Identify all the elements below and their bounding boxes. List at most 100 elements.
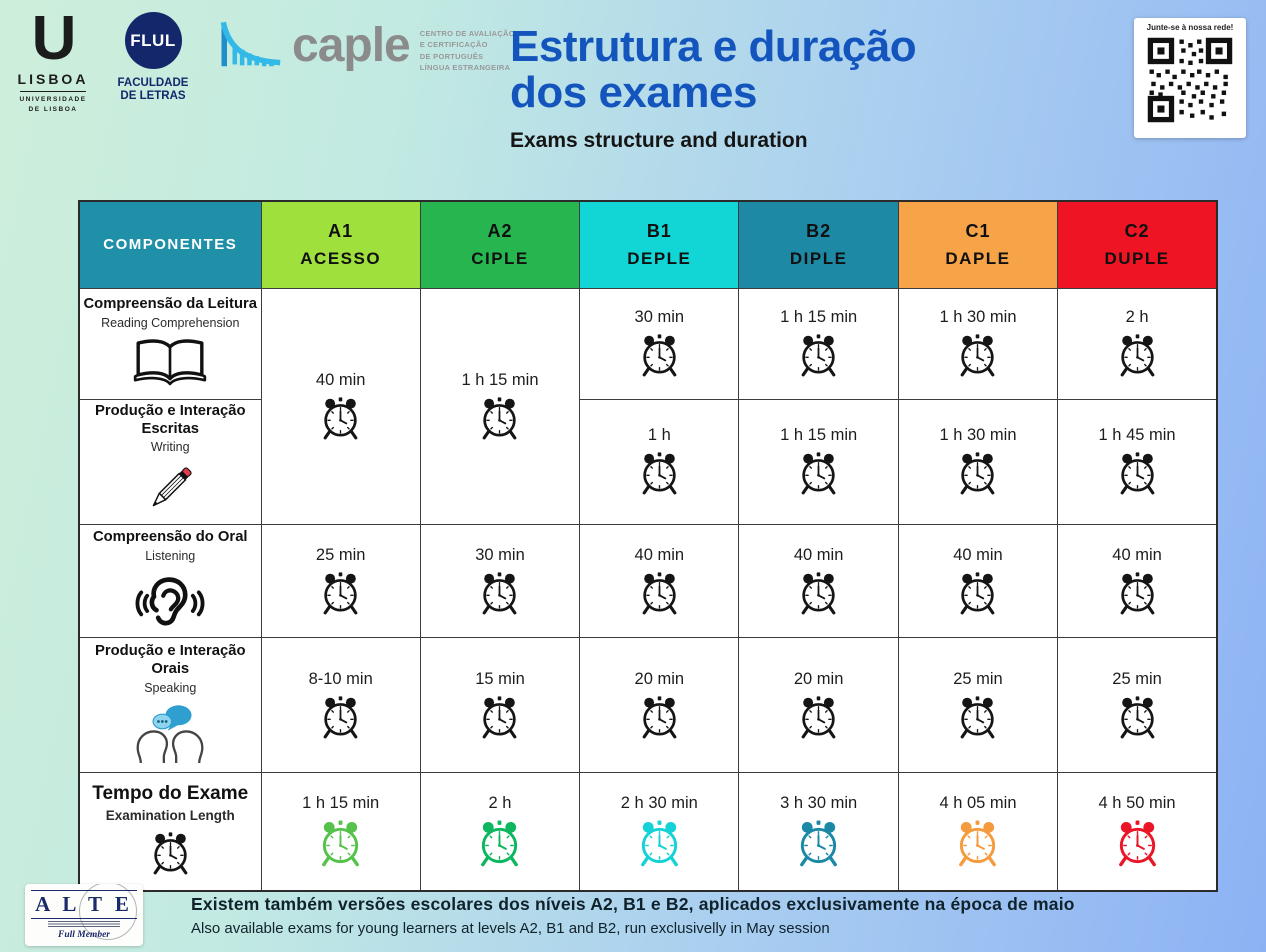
duration-value: 15 min bbox=[475, 669, 525, 688]
alarm-clock-icon bbox=[637, 694, 682, 741]
ulisboa-divider bbox=[20, 90, 86, 92]
alte-logo: A L T E Full Member bbox=[25, 884, 143, 946]
alarm-clock-icon bbox=[1115, 694, 1160, 741]
alarm-clock-icon bbox=[796, 570, 841, 617]
duration-value: 40 min bbox=[793, 545, 844, 564]
caple-description: CENTRO DE AVALIAÇÃO E CERTIFICAÇÃO DE PO… bbox=[420, 28, 515, 73]
listening-label-cell: Compreensão do Oral Listening bbox=[78, 524, 262, 639]
alarm-clock-icon bbox=[637, 450, 682, 497]
duration-value: 40 min bbox=[634, 545, 685, 564]
alarm-clock-icon bbox=[796, 332, 841, 379]
bridge-icon bbox=[216, 18, 282, 76]
speaking-label-cell: Produção e Interação Orais Speaking bbox=[78, 637, 262, 774]
duration-value: 40 min bbox=[1112, 545, 1162, 564]
level-header-a1: A1 ACESSO bbox=[260, 200, 421, 289]
alarm-clock-icon bbox=[1115, 332, 1160, 379]
footer: A L T E Full Member Existem também versõ… bbox=[25, 884, 1075, 946]
level-name: DEPLE bbox=[627, 248, 692, 268]
total-row: Tempo do Exame Examination Length 1 h 15… bbox=[78, 772, 1218, 892]
alarm-clock-icon-colored bbox=[953, 818, 1002, 869]
cell-total-c2: 4 h 50 min bbox=[1057, 772, 1218, 892]
alarm-clock-icon bbox=[796, 694, 841, 741]
cell-total-b1: 2 h 30 min bbox=[579, 772, 740, 892]
footer-note-pt: Existem também versões escolares dos nív… bbox=[191, 893, 1075, 914]
level-code: B2 bbox=[806, 220, 832, 241]
duration-value: 2 h 30 min bbox=[620, 794, 698, 813]
cell-total-a2: 2 h bbox=[419, 772, 581, 892]
alarm-clock-icon bbox=[477, 694, 522, 741]
cell-speaking-c2: 25 min bbox=[1057, 637, 1218, 774]
cell-reading-b2: 1 h 15 min bbox=[738, 287, 899, 400]
alarm-clock-icon bbox=[637, 332, 682, 379]
duration-value: 1 h 30 min bbox=[939, 426, 1017, 445]
caple-desc2: E CERTIFICAÇÃO bbox=[419, 40, 488, 50]
exam-structure-table: COMPONENTES A1 ACESSO A2 CIPLE B1 DEPLE … bbox=[78, 200, 1218, 892]
logo-strip: U LISBOA UNIVERSIDADE DE LISBOA FLUL FAC… bbox=[14, 8, 515, 114]
duration-value: 25 min bbox=[315, 545, 366, 564]
page-title: Estrutura e duração dos exames bbox=[510, 24, 917, 116]
speaking-label-pt: Produção e Interação Orais bbox=[95, 642, 246, 678]
cell-reading-c2: 2 h bbox=[1057, 287, 1218, 400]
cell-reading-writing-a1: 40 min bbox=[260, 287, 421, 526]
alte-letters: A L T E bbox=[31, 890, 137, 919]
level-header-b2: B2 DIPLE bbox=[738, 200, 899, 289]
level-header-b1: B1 DEPLE bbox=[579, 200, 740, 289]
alarm-clock-icon bbox=[1115, 450, 1160, 497]
alarm-clock-icon bbox=[148, 830, 193, 877]
reading-label-en: Reading Comprehension bbox=[101, 315, 240, 330]
level-code: A1 bbox=[328, 220, 354, 241]
level-code: A2 bbox=[487, 220, 513, 241]
caple-wordmark: caple bbox=[292, 19, 411, 72]
cell-listening-c1: 40 min bbox=[897, 524, 1059, 639]
alarm-clock-icon-colored bbox=[1113, 818, 1162, 869]
total-label-pt: Tempo do Exame bbox=[92, 782, 249, 804]
level-header-a2: A2 CIPLE bbox=[419, 200, 581, 289]
cell-writing-b1: 1 h bbox=[579, 398, 740, 526]
duration-value: 1 h 15 min bbox=[780, 308, 858, 326]
footer-note-en: Also available exams for young learners … bbox=[191, 919, 830, 937]
flul-faculty-label: FACULDADE DE LETRAS bbox=[108, 77, 198, 103]
ear-icon bbox=[126, 570, 214, 630]
book-icon bbox=[132, 337, 208, 387]
qr-card: Junte-se à nossa rede! bbox=[1134, 18, 1246, 138]
alarm-clock-icon-colored bbox=[635, 818, 684, 869]
writing-label-cell: Produção e Interação Escritas Writing bbox=[78, 398, 262, 526]
duration-value: 3 h 30 min bbox=[780, 794, 858, 813]
level-name: DUPLE bbox=[1104, 248, 1170, 268]
alarm-clock-icon bbox=[1115, 570, 1160, 617]
reading-label-pt: Compreensão da Leitura bbox=[83, 296, 258, 313]
alarm-clock-icon bbox=[955, 694, 1000, 741]
cell-speaking-c1: 25 min bbox=[897, 637, 1059, 774]
alarm-clock-icon bbox=[955, 450, 1000, 497]
flul-fac2: DE LETRAS bbox=[120, 90, 186, 103]
listening-row: Compreensão do Oral Listening 25 min 30 … bbox=[78, 524, 1218, 639]
cell-total-a1: 1 h 15 min bbox=[260, 772, 421, 892]
cell-listening-b1: 40 min bbox=[579, 524, 740, 639]
level-header-c1: C1 DAPLE bbox=[897, 200, 1059, 289]
alarm-clock-icon bbox=[318, 694, 363, 741]
duration-value: 20 min bbox=[634, 669, 685, 688]
writing-row: Produção e Interação Escritas Writing 1 … bbox=[78, 398, 1218, 526]
flul-fac1: FACULDADE bbox=[117, 77, 189, 89]
alarm-clock-icon bbox=[477, 570, 522, 617]
duration-value: 1 h 15 min bbox=[461, 370, 539, 389]
writing-label-pt: Produção e Interação Escritas bbox=[95, 402, 246, 437]
duration-value: 25 min bbox=[953, 669, 1003, 688]
duration-value: 40 min bbox=[315, 370, 366, 389]
cell-writing-b2: 1 h 15 min bbox=[738, 398, 899, 526]
level-name: ACESSO bbox=[300, 248, 382, 268]
components-header: COMPONENTES bbox=[78, 200, 262, 289]
alarm-clock-icon bbox=[318, 395, 363, 442]
page-subtitle: Exams structure and duration bbox=[510, 128, 808, 152]
alte-ring-decoration bbox=[79, 884, 137, 940]
cell-speaking-b2: 20 min bbox=[738, 637, 899, 774]
cell-listening-a1: 25 min bbox=[260, 524, 421, 639]
ulisboa-logo: U LISBOA UNIVERSIDADE DE LISBOA bbox=[14, 8, 92, 114]
ulisboa-city-label: LISBOA bbox=[17, 70, 89, 87]
pencil-icon bbox=[142, 461, 198, 517]
duration-value: 1 h 15 min bbox=[302, 794, 380, 813]
alarm-clock-icon bbox=[477, 395, 522, 442]
level-name: DAPLE bbox=[945, 248, 1011, 268]
cell-speaking-a1: 8-10 min bbox=[260, 637, 421, 774]
level-code: B1 bbox=[646, 220, 672, 241]
